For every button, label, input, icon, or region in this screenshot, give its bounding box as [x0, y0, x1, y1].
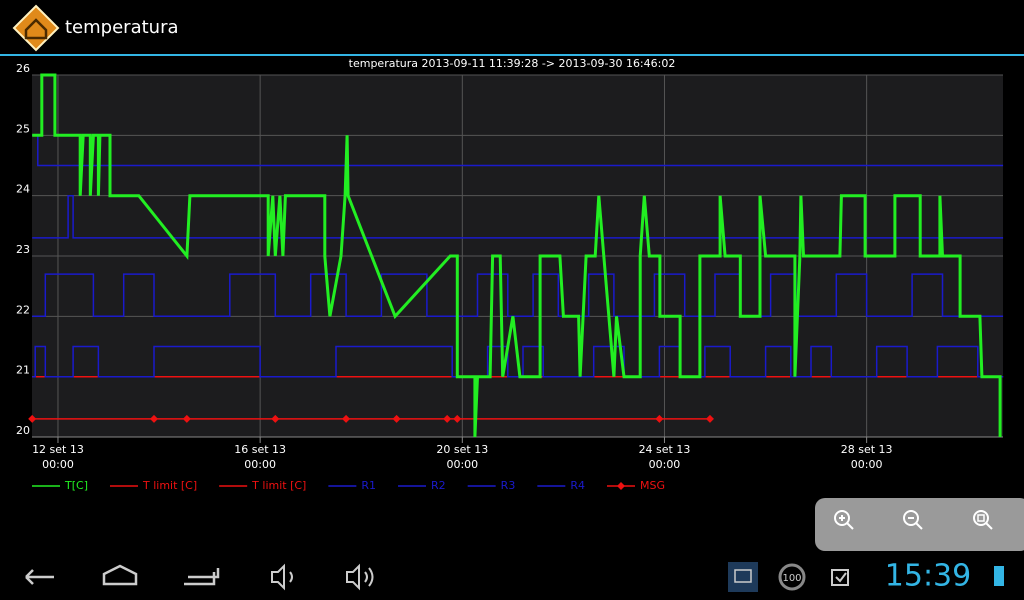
app-bar-divider	[0, 54, 1024, 56]
y-tick-label: 22	[16, 303, 30, 316]
data-point	[655, 414, 664, 423]
zoom-out-button[interactable]	[903, 510, 923, 530]
legend-label: R3	[501, 479, 516, 492]
data-point	[28, 414, 37, 423]
home-button[interactable]	[102, 564, 138, 586]
y-tick-label: 23	[16, 243, 30, 256]
clock: 15:39	[885, 559, 971, 594]
data-point	[342, 414, 351, 423]
volume-down-button[interactable]	[271, 563, 293, 591]
data-point	[705, 414, 714, 423]
store-icon	[831, 569, 849, 586]
legend-label: T limit [C]	[142, 479, 197, 492]
series-line	[32, 194, 1004, 239]
zoom-fit-button[interactable]	[973, 510, 993, 530]
x-tick-label: 20 set 13 00:00	[436, 443, 488, 471]
data-point	[443, 414, 452, 423]
legend-label: R4	[570, 479, 585, 492]
legend-label: MSG	[640, 479, 665, 492]
x-tick-label: 16 set 13 00:00	[234, 443, 286, 471]
legend-label: R1	[361, 479, 376, 492]
data-point	[182, 414, 191, 423]
x-tick-label: 28 set 13 00:00	[841, 443, 893, 471]
legend-marker	[616, 482, 625, 490]
screenshot-icon[interactable]	[728, 562, 758, 592]
series-line	[32, 345, 1004, 378]
series-line	[32, 273, 1004, 318]
y-tick-label: 20	[16, 424, 30, 437]
series-line	[32, 73, 1002, 438]
zoom-in-button[interactable]	[834, 510, 854, 530]
camera-icon	[734, 569, 752, 583]
plot	[28, 73, 1004, 438]
zoom-panel	[815, 498, 1024, 551]
legend: T[C] T limit [C] T limit [C] R1 R2 R3 R4 MSG	[32, 479, 665, 492]
y-tick-label: 25	[16, 122, 30, 135]
badge-ring	[778, 563, 806, 591]
legend-label: R2	[431, 479, 446, 492]
legend-label: T[C]	[64, 479, 88, 492]
x-tick-label: 12 set 13 00:00	[32, 443, 84, 471]
y-tick-label: 24	[16, 183, 30, 196]
data-point	[453, 414, 462, 423]
y-tick-label: 21	[16, 364, 30, 377]
badge-label: 100	[782, 573, 801, 584]
battery-icon	[994, 566, 1004, 586]
volume-up-button[interactable]	[346, 563, 374, 591]
app-icon[interactable]	[12, 4, 60, 52]
app-title: temperatura	[65, 17, 179, 38]
chart-title: temperatura 2013-09-11 11:39:28 -> 2013-…	[349, 57, 676, 70]
data-point	[271, 414, 280, 423]
data-point	[150, 414, 159, 423]
x-tick-label: 24 set 13 00:00	[639, 443, 691, 471]
legend-label: T limit [C]	[251, 479, 306, 492]
y-tick-label: 26	[16, 62, 30, 75]
data-point	[392, 414, 401, 423]
back-button[interactable]	[25, 569, 54, 585]
recent-apps-button[interactable]	[184, 568, 220, 586]
